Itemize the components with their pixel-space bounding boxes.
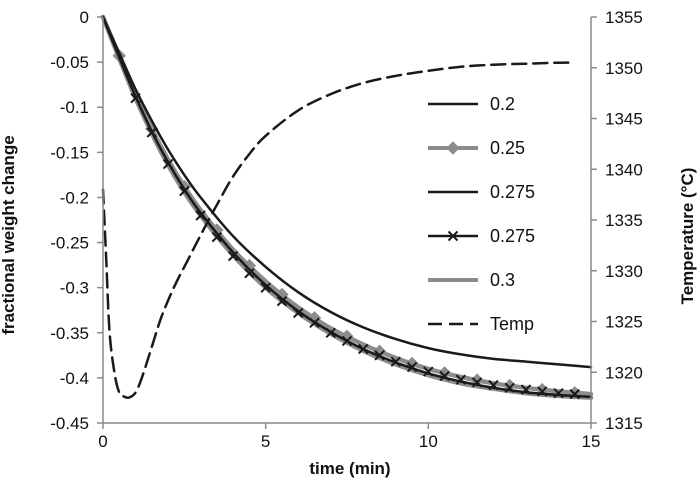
y-tick-label: -0.05 [50, 53, 89, 72]
legend-item: 0.275 [428, 226, 535, 246]
y-tick-label: -0.3 [60, 279, 89, 298]
y-tick-label: -0.15 [50, 143, 89, 162]
data-point-marker [195, 210, 206, 221]
data-point-marker [162, 158, 174, 170]
legend: 0.2 0.25 0.275 0.275 0.3 Temp [428, 94, 535, 334]
data-point-marker [471, 377, 483, 388]
data-point-marker [242, 258, 257, 273]
legend-marker [446, 141, 460, 155]
data-point-marker [276, 295, 288, 307]
data-point-marker [520, 384, 532, 395]
series-layer [100, 14, 594, 400]
data-point-marker [146, 127, 158, 138]
y2-tick-label: 1345 [605, 110, 643, 129]
x-tick-label: 0 [98, 432, 107, 451]
data-point-marker [423, 366, 434, 377]
y2-tick-label: 1330 [605, 262, 643, 281]
axes-layer: 0 5 10 15 0 -0.05 -0.1 -0.15 -0.2 -0.25 -0.3 -0.35 -… [50, 8, 643, 451]
series-0-275-3 [130, 92, 580, 400]
y-tick-label: -0.4 [60, 369, 89, 388]
data-point-marker [553, 388, 564, 399]
data-point-marker [488, 379, 499, 391]
series-temp-5 [101, 61, 576, 400]
series-line [101, 15, 593, 369]
y-tick-label: -0.1 [60, 98, 89, 117]
data-point-marker [244, 268, 255, 279]
x-tick-label: 10 [419, 432, 438, 451]
legend-item: 0.2 [428, 94, 515, 114]
y-tick-label: -0.2 [60, 188, 89, 207]
y-tick-label: -0.25 [50, 234, 89, 253]
data-point-marker [309, 317, 320, 329]
series-0-2-0 [101, 15, 593, 369]
legend-label: 0.275 [490, 226, 535, 246]
data-point-marker [455, 374, 467, 385]
legend-label: 0.3 [490, 270, 515, 290]
y2-tick-label: 1355 [605, 8, 643, 27]
data-point-marker [211, 231, 223, 243]
data-point-marker [536, 386, 548, 397]
legend-item: 0.25 [428, 138, 525, 158]
data-point-marker [130, 92, 141, 104]
y2-tick-label: 1315 [605, 414, 643, 433]
data-point-marker [504, 382, 515, 394]
data-point-marker [227, 250, 239, 262]
y-tick-label: -0.35 [50, 324, 89, 343]
series-line [101, 61, 576, 400]
data-point-marker [390, 356, 402, 367]
legend-label: 0.25 [490, 138, 525, 158]
y2-tick-label: 1340 [605, 160, 643, 179]
legend-label: 0.2 [490, 94, 515, 114]
x-tick-label: 5 [261, 432, 270, 451]
legend-label: 0.275 [490, 182, 535, 202]
data-point-marker [325, 327, 336, 338]
y2-tick-label: 1325 [605, 313, 643, 332]
x-tick-label: 15 [582, 432, 601, 451]
y2-axis-title: Temperature (°C) [678, 168, 697, 305]
data-point-marker [374, 350, 385, 361]
data-point-marker [406, 361, 418, 373]
data-point-marker [439, 370, 450, 382]
y-tick-label: 0 [80, 8, 89, 27]
y-axis-title: fractional weight change [0, 135, 18, 334]
data-point-marker [569, 388, 580, 400]
data-point-marker [260, 282, 271, 293]
y2-tick-label: 1335 [605, 211, 643, 230]
legend-item: Temp [428, 314, 534, 334]
data-point-marker [358, 343, 369, 355]
data-point-marker [340, 329, 354, 344]
data-point-marker [179, 185, 190, 197]
x-axis-title: time (min) [309, 459, 390, 478]
legend-marker [447, 230, 459, 242]
y2-tick-label: 1350 [605, 59, 643, 78]
legend-label: Temp [490, 314, 534, 334]
y-tick-label: -0.45 [50, 414, 89, 433]
y2-tick-label: 1320 [605, 363, 643, 382]
data-point-marker [292, 307, 304, 319]
legend-item: 0.275 [428, 182, 535, 202]
legend-item: 0.3 [428, 270, 515, 290]
data-point-marker [341, 335, 353, 347]
